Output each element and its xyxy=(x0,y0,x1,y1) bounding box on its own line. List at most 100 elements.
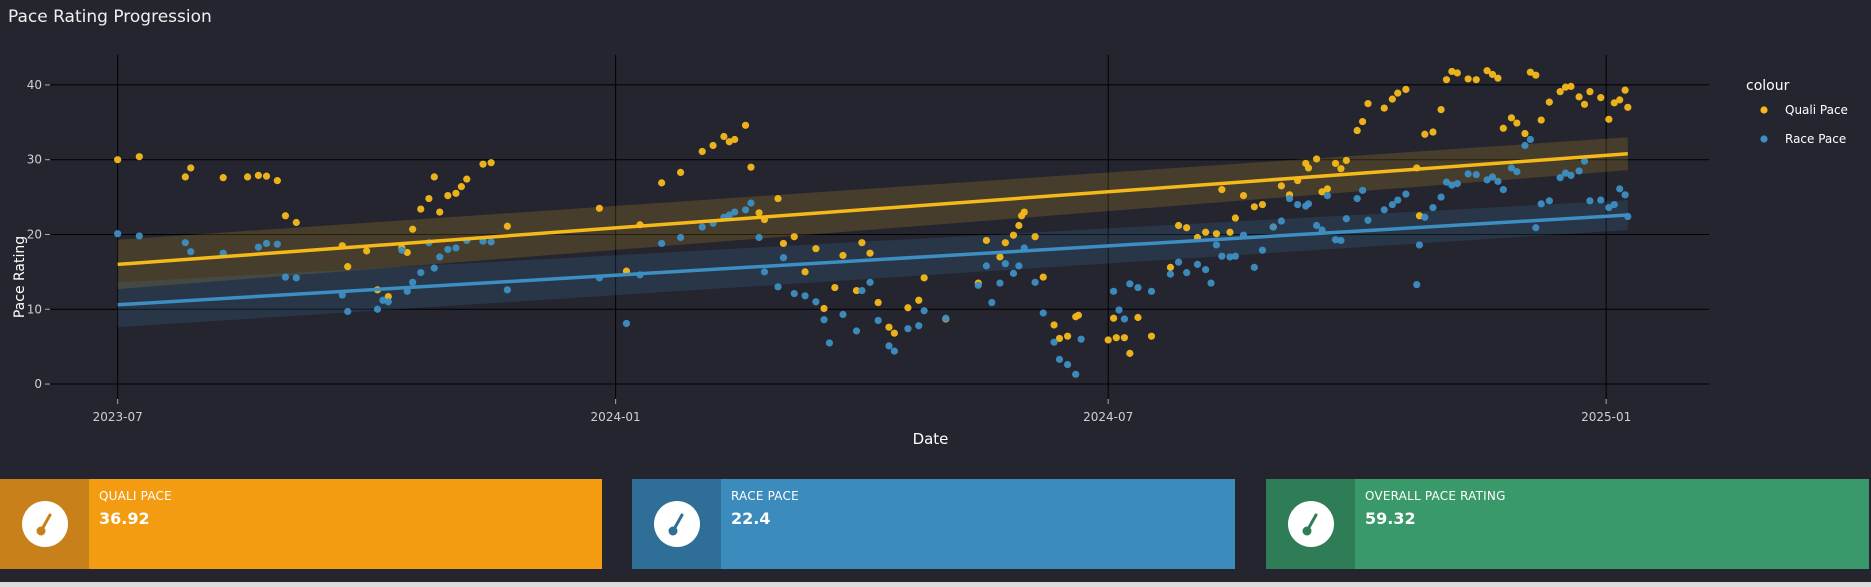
data-point xyxy=(1453,69,1461,77)
data-point xyxy=(436,208,444,216)
data-point xyxy=(760,268,769,276)
data-point xyxy=(1494,177,1502,185)
data-point xyxy=(1413,280,1421,289)
data-point xyxy=(820,304,828,313)
data-point xyxy=(373,305,382,313)
data-point xyxy=(1597,94,1605,102)
legend[interactable]: colour Quali Pace Race Pace xyxy=(1746,78,1848,146)
data-point xyxy=(479,160,487,168)
data-point xyxy=(890,347,898,355)
data-point xyxy=(1174,221,1183,230)
data-point xyxy=(741,206,750,214)
data-point xyxy=(1415,212,1424,220)
y-tick-label: 40 xyxy=(27,78,42,92)
data-point xyxy=(801,292,809,300)
data-point xyxy=(755,209,763,217)
data-point xyxy=(779,239,788,248)
data-point xyxy=(1015,262,1023,270)
pace-rating-chart[interactable]: 0 10 20 30 40 2023-07 2024-01 2024-07 2025-01 Dat… xyxy=(0,40,1871,460)
overall-pace-card: OVERALL PACE RATING 59.32 xyxy=(1266,479,1869,569)
trend-line xyxy=(117,213,1628,307)
data-point xyxy=(384,292,392,301)
data-point xyxy=(457,183,465,191)
data-point xyxy=(1580,100,1589,108)
data-point xyxy=(1312,221,1321,230)
data-point xyxy=(676,233,685,242)
data-point xyxy=(1072,370,1080,378)
data-point xyxy=(1483,176,1491,184)
data-point xyxy=(1112,334,1120,342)
gauge-icon xyxy=(653,501,700,547)
data-point xyxy=(1001,239,1009,247)
data-point xyxy=(430,264,438,272)
data-point xyxy=(403,248,411,257)
data-point xyxy=(1250,203,1258,211)
data-point xyxy=(417,205,425,213)
data-point xyxy=(825,339,834,347)
data-point xyxy=(135,232,143,240)
data-point xyxy=(463,175,471,183)
data-point xyxy=(1055,334,1064,343)
bottom-scrollbar[interactable] xyxy=(0,582,1871,587)
data-point xyxy=(1605,203,1613,212)
data-point xyxy=(273,240,281,248)
data-point xyxy=(839,251,847,260)
y-tick-label: 20 xyxy=(27,227,42,241)
data-point xyxy=(1526,135,1534,144)
data-point xyxy=(885,323,893,331)
data-point xyxy=(1110,287,1118,295)
card-label: OVERALL PACE RATING xyxy=(1365,489,1506,503)
data-point xyxy=(1304,164,1313,172)
x-tick-label: 2024-01 xyxy=(591,410,641,424)
data-point xyxy=(1323,185,1332,193)
data-point xyxy=(292,218,300,227)
data-point xyxy=(1561,169,1570,177)
data-point xyxy=(425,194,433,203)
data-point xyxy=(885,342,893,350)
data-point xyxy=(1120,334,1129,342)
data-point xyxy=(1009,269,1018,277)
data-point xyxy=(812,298,820,306)
data-point xyxy=(1342,156,1350,165)
page-title: Pace Rating Progression xyxy=(8,7,212,27)
data-point xyxy=(1134,313,1142,322)
data-point xyxy=(1277,217,1285,225)
data-point xyxy=(1063,332,1072,340)
data-point xyxy=(1586,197,1594,205)
data-point xyxy=(1015,221,1023,230)
data-point xyxy=(114,230,122,238)
x-axis-label: Date xyxy=(913,430,949,448)
data-point xyxy=(1567,171,1575,179)
data-point xyxy=(904,304,912,312)
data-point xyxy=(1020,208,1028,216)
data-point xyxy=(1202,228,1210,236)
data-point xyxy=(1331,159,1340,168)
data-point xyxy=(1488,70,1497,79)
card-value: 59.32 xyxy=(1365,509,1416,528)
data-points xyxy=(114,67,1632,378)
chart-grid xyxy=(50,55,1709,399)
data-point xyxy=(1294,200,1302,209)
data-point xyxy=(839,310,847,319)
data-point xyxy=(996,253,1004,261)
data-point xyxy=(820,316,828,324)
stat-cards: QUALI PACE 36.92 RACE PACE 22.4 OVERALL … xyxy=(0,479,1871,569)
data-point xyxy=(1556,88,1564,96)
data-point xyxy=(698,223,706,231)
data-point xyxy=(920,274,928,282)
card-icon-box xyxy=(0,479,89,569)
data-point xyxy=(1258,200,1267,209)
data-point xyxy=(1226,253,1234,261)
data-point xyxy=(1499,124,1507,132)
card-icon-box xyxy=(632,479,721,569)
trend-line xyxy=(117,151,1628,267)
data-point xyxy=(779,254,788,262)
data-point xyxy=(1545,197,1553,205)
data-point xyxy=(1115,306,1123,314)
race-pace-card: RACE PACE 22.4 xyxy=(632,479,1235,569)
data-point xyxy=(398,246,406,254)
legend-marker xyxy=(1760,135,1768,143)
data-point xyxy=(1126,349,1134,357)
data-point xyxy=(858,239,866,247)
data-point xyxy=(622,319,631,328)
